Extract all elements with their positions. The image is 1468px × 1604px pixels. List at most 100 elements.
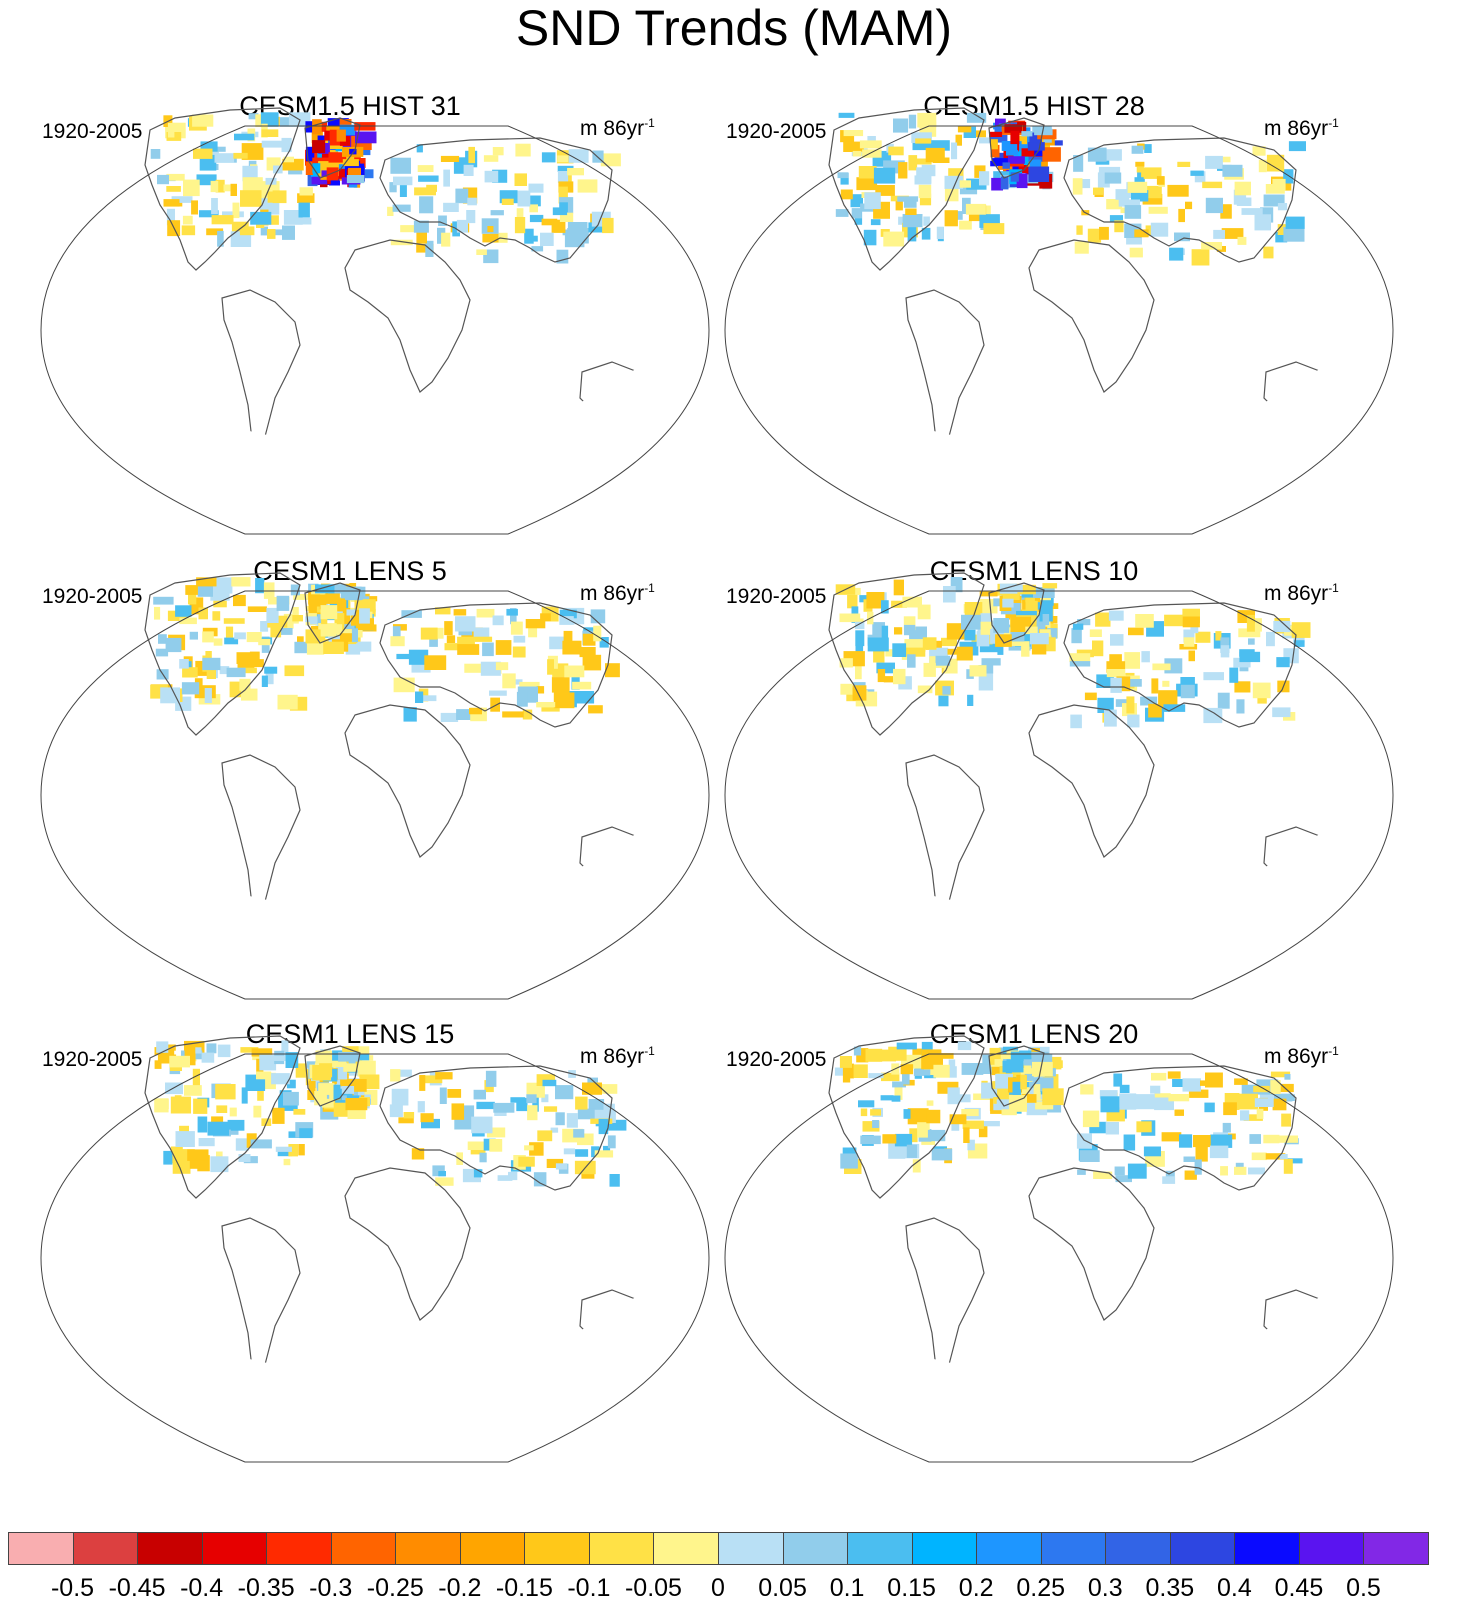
trend-cell [1069,653,1091,663]
trend-cell [923,1405,940,1419]
trend-cell [207,1121,229,1136]
trend-cell [1139,1446,1149,1452]
trend-cell [1281,1113,1292,1127]
coastline-africa [344,1167,471,1321]
trend-cell [1133,1094,1155,1110]
trend-cell [462,972,475,989]
trend-cell [227,1425,240,1432]
trend-cell [193,1098,208,1114]
trend-cell [1044,1431,1053,1443]
colorbar-tick-label: -0.35 [237,1574,295,1602]
trend-cell [390,239,413,246]
trend-cell [524,228,534,244]
trend-cell [1018,1421,1034,1430]
trend-cell [1088,974,1108,982]
trend-cell [229,1416,243,1433]
trend-cell [559,616,574,625]
trend-cell [862,1121,880,1132]
trend-cell [211,198,218,215]
trend-cell [326,488,334,497]
map-panel-4: CESM1 LENS 10 1920-2005 m 86yr-1 [684,555,1394,1025]
trend-cell [489,690,507,696]
trend-cell [286,949,294,957]
trend-cell [926,1109,941,1124]
trend-cell [1010,130,1020,145]
trend-cell [1113,1073,1123,1087]
world-map [40,1035,710,1463]
trend-cell [1131,190,1149,202]
trend-cell [959,220,972,230]
trend-cell [1204,1102,1215,1113]
trend-cell [1002,598,1014,608]
trend-cell [254,1406,264,1414]
trend-cell [341,518,348,529]
trend-cell [480,661,501,676]
trend-cell [380,966,386,979]
trend-cell [476,1425,495,1431]
trend-cell [503,953,518,968]
trend-cell [540,613,551,622]
trend-cell [492,1436,511,1444]
trend-cell [960,508,976,521]
trend-cell [289,965,306,974]
colorbar-tick-label: 0.15 [887,1574,936,1602]
trend-cell [1110,1446,1117,1460]
trend-cell [440,486,450,501]
trend-cell [988,958,1009,971]
trend-cell [1213,229,1225,239]
trend-cell [380,506,393,522]
trend-cell [1184,1170,1197,1180]
trend-cell [1047,973,1063,989]
trend-cell [604,1119,627,1131]
trend-cell [567,168,584,176]
trend-cell [549,980,555,996]
trend-cell [216,1105,228,1113]
trend-cell [1291,622,1311,638]
trend-cell [1188,1089,1209,1098]
trend-cell [1237,236,1247,245]
trend-cell [1077,979,1084,985]
trend-cell [502,711,524,718]
trend-cell [525,619,546,629]
trend-cell [243,1156,258,1164]
trend-cell [858,1100,875,1108]
trend-cell [837,172,849,179]
trend-cell [964,602,983,618]
trend-cell [372,965,379,976]
trend-cell [947,1441,961,1454]
trend-cell [158,1054,177,1064]
trend-cell [939,478,960,492]
trend-cell [346,175,365,184]
trend-cell [384,481,394,488]
trend-cell [1193,1135,1211,1148]
trend-cell [944,210,958,227]
trend-cell [246,964,254,976]
trend-cell [371,968,391,979]
trend-cell [573,1129,585,1138]
trend-cell [855,630,865,647]
trend-cell [906,1144,917,1158]
trend-cell [553,984,565,1000]
trend-cell [1272,1098,1287,1111]
trend-cell [893,579,904,596]
trend-cell [250,1436,270,1447]
trend-cell [416,144,423,153]
trend-cell [1037,1414,1052,1427]
trend-cell [471,1116,493,1134]
trend-cell [399,952,411,968]
trend-cell [327,966,338,982]
trend-cell [214,153,235,163]
trend-cell [961,969,973,985]
trend-cell [917,604,931,620]
coastline-southAmerica [905,1217,985,1374]
trend-cell [184,1085,202,1096]
trend-cell [515,143,531,157]
trend-cell [955,134,962,146]
trend-cell [268,479,279,492]
trend-cell [1201,1414,1213,1427]
trend-cell [326,1060,347,1067]
world-map [40,107,710,535]
trend-cell [442,499,450,512]
trend-cell [1110,677,1122,693]
trend-cell [1051,1443,1067,1454]
